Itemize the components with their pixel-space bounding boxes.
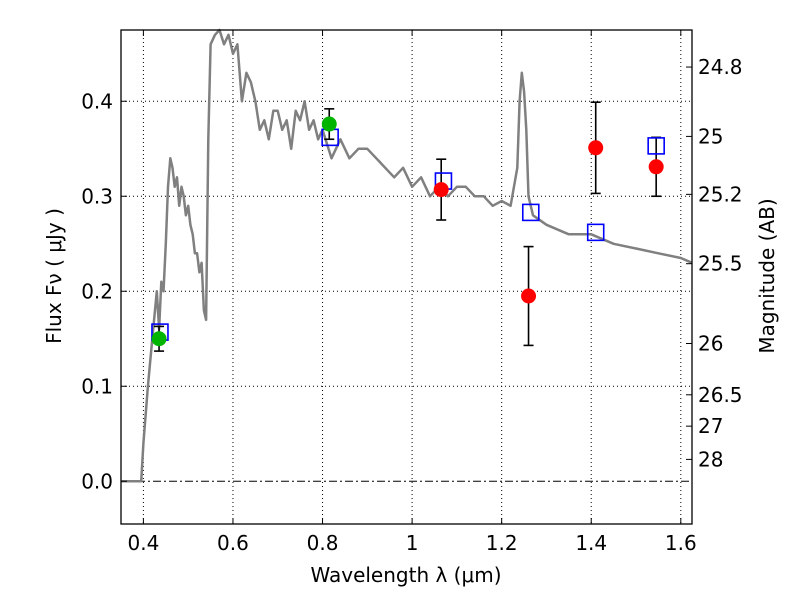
red-data-point bbox=[588, 140, 604, 156]
y-tick-label: 0.4 bbox=[81, 89, 113, 113]
right-tick-label: 25.5 bbox=[698, 252, 743, 276]
x-tick-label: 1.6 bbox=[665, 531, 697, 555]
right-tick-label: 25.2 bbox=[698, 182, 743, 206]
x-tick-label: 1 bbox=[406, 531, 419, 555]
x-tick-label: 0.4 bbox=[127, 531, 159, 555]
green-data-point bbox=[321, 116, 337, 132]
plot-border bbox=[120, 29, 693, 525]
right-tick-label: 25 bbox=[698, 124, 723, 148]
red-data-point bbox=[648, 159, 664, 175]
y-tick-label: 0.3 bbox=[81, 184, 113, 208]
model-square-marker bbox=[647, 137, 665, 155]
y-tick-label: 0.0 bbox=[81, 469, 113, 493]
right-axis-label: Magnitude (AB) bbox=[755, 198, 779, 353]
tick-layer: 0.4 0.6 0.8 1 1.2 1.4 1.6 0.0 0.1 0.2 0.3 0.4 24.8 25… bbox=[81, 30, 743, 555]
model-spectrum-layer bbox=[121, 28, 693, 483]
x-tick-label: 0.6 bbox=[217, 531, 249, 555]
right-tick-label: 24.8 bbox=[698, 55, 743, 79]
red-data-point bbox=[521, 288, 537, 304]
circle-marker-layer bbox=[151, 116, 664, 347]
plot-frame bbox=[120, 29, 693, 525]
right-tick-label: 27 bbox=[698, 414, 723, 438]
green-data-point bbox=[151, 331, 167, 347]
y-tick-label: 0.1 bbox=[81, 374, 113, 398]
x-tick-label: 1.2 bbox=[486, 531, 518, 555]
model-square-marker bbox=[521, 203, 540, 222]
right-tick-label: 26 bbox=[698, 332, 723, 356]
model-spectrum-line bbox=[121, 28, 693, 483]
model-square-marker bbox=[586, 223, 605, 242]
errorbar-layer bbox=[154, 101, 662, 352]
red-data-point bbox=[433, 182, 449, 198]
x-tick-label: 1.4 bbox=[575, 531, 607, 555]
x-tick-label: 0.8 bbox=[307, 531, 339, 555]
right-tick-label: 26.5 bbox=[698, 383, 743, 407]
square-marker-layer bbox=[151, 128, 665, 341]
right-tick-label: 28 bbox=[698, 447, 723, 471]
x-axis-label: Wavelength λ (μm) bbox=[310, 563, 501, 587]
y-axis-label: Flux Fν ( μJy ) bbox=[42, 208, 66, 344]
y-tick-label: 0.2 bbox=[81, 279, 113, 303]
